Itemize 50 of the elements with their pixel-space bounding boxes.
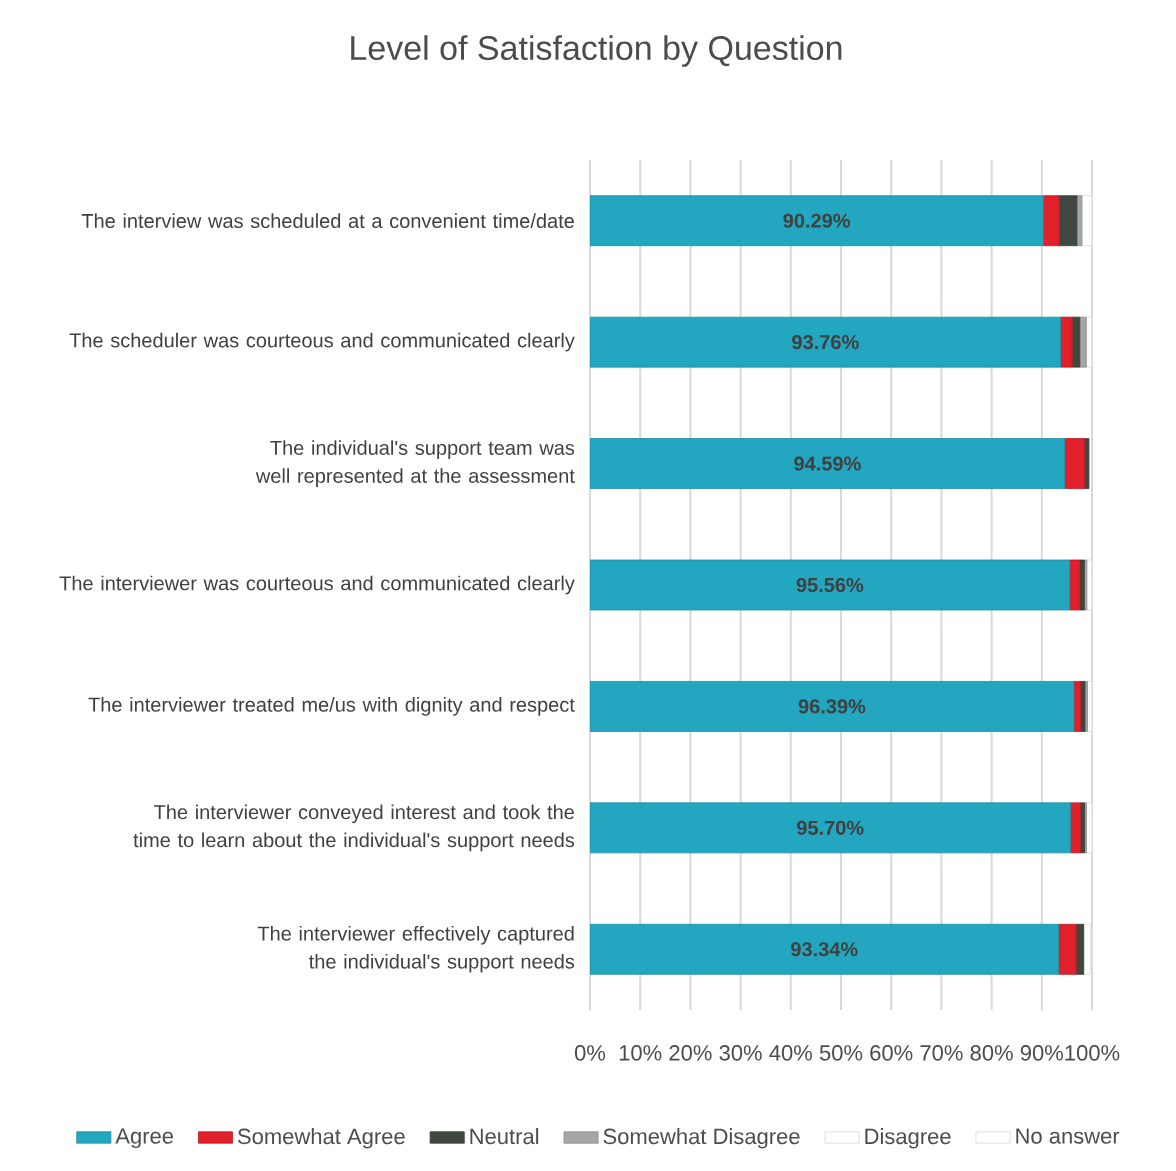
x-tick-label: 80% [970, 1045, 1013, 1061]
bar [1064, 438, 1085, 489]
legend-label: Somewhat Disagree [603, 1128, 800, 1149]
data-label: 95.56% [796, 577, 864, 593]
data-label: 90.29% [783, 213, 851, 228]
data-label: 93.34% [791, 942, 858, 957]
legend-label: Somewhat Agree [237, 1128, 405, 1149]
legend-label: Disagree [865, 1128, 951, 1149]
x-tick-label: 70% [920, 1045, 963, 1061]
bar [1060, 316, 1073, 368]
bar [1058, 195, 1078, 247]
bar [1058, 923, 1077, 975]
bar [1079, 316, 1087, 368]
legend-label: Neutral [470, 1128, 539, 1145]
y-tick-label: The interviewer conveyed interest and took the time to learn about the individual's support needs [133, 804, 575, 852]
bar [590, 316, 1062, 368]
legend-label: No answer [1016, 1128, 1120, 1144]
data-label: 95.70% [796, 820, 864, 835]
y-tick-label: The interviewer was courteous and communicated clearly [59, 575, 575, 595]
y-tick-label: The individual's support team was well represented at the assessment [255, 440, 575, 487]
y-tick-label: The scheduler was courteous and communicated clearly [69, 332, 575, 352]
bar [590, 438, 1066, 489]
bar [1079, 559, 1085, 611]
data-label: 94.59% [794, 456, 861, 471]
bar [1042, 195, 1060, 247]
bar [590, 681, 1075, 732]
bar [590, 802, 1071, 854]
x-tick-label: 40% [769, 1045, 813, 1061]
x-tick-label: 100% [1065, 1045, 1120, 1061]
data-label: 96.39% [798, 699, 866, 714]
bar [1080, 681, 1086, 732]
legend-label: Agree [115, 1128, 174, 1149]
bar [1070, 802, 1081, 854]
y-tick-label: The interviewer effectively captured the individual's support needs [257, 925, 575, 973]
y-tick-label: The interviewer treated me/us with dignity and respect [88, 697, 575, 716]
x-tick-label: 20% [669, 1045, 712, 1061]
bar [1069, 559, 1081, 611]
x-tick-label: 60% [870, 1045, 913, 1061]
bar [1084, 438, 1090, 489]
bar [590, 195, 1044, 247]
chart-title: Level of Satisfaction by Question [351, 35, 842, 67]
x-tick-label: 50% [819, 1045, 863, 1061]
bar [590, 923, 1059, 975]
x-tick-label: 30% [719, 1045, 762, 1061]
y-tick-label: The interview was scheduled at a convenient time/date [81, 213, 574, 229]
x-tick-label: 90% [1020, 1045, 1064, 1061]
x-tick-label: 0% [574, 1045, 606, 1061]
data-label: 93.76% [792, 335, 859, 350]
bar [590, 559, 1071, 611]
x-tick-label: 10% [619, 1045, 662, 1061]
